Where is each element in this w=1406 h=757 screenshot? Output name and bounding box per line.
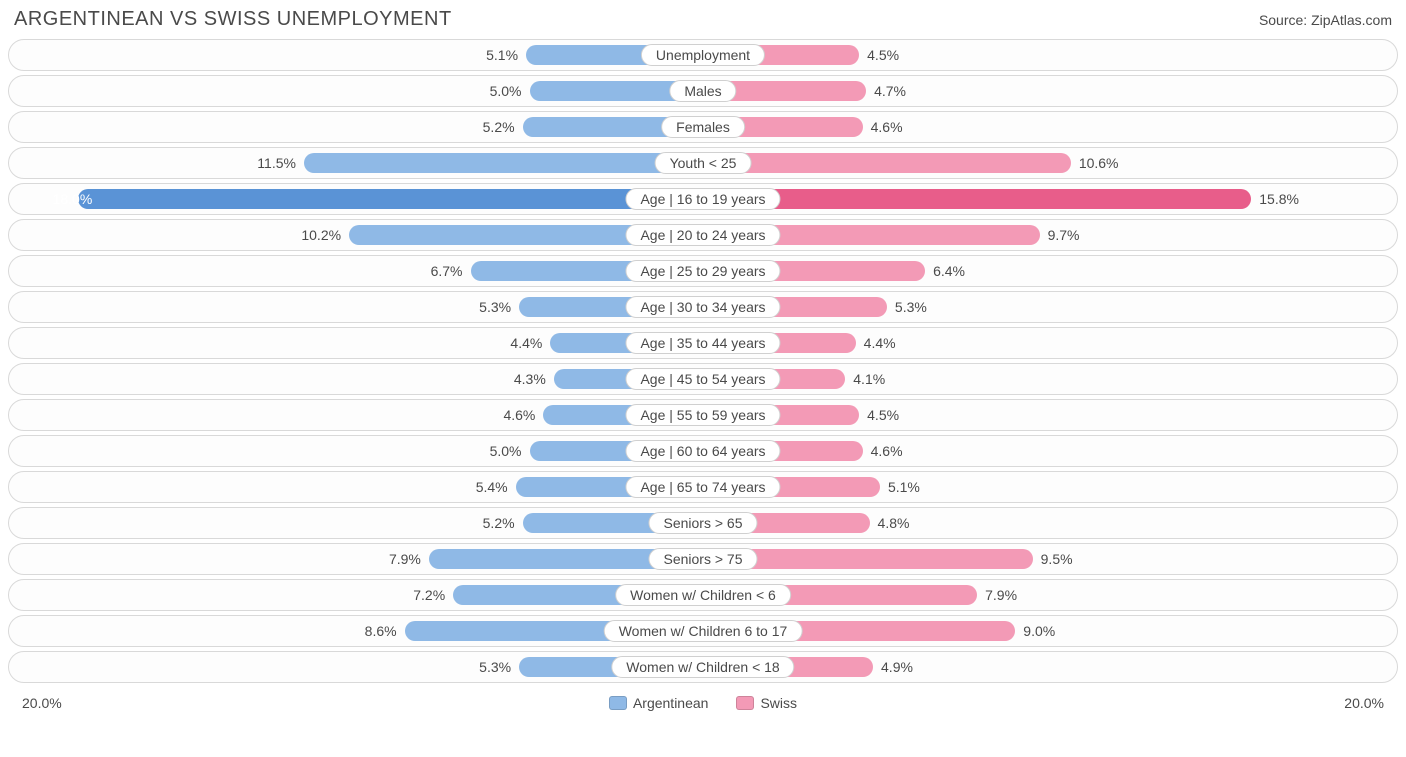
category-pill: Age | 35 to 44 years <box>625 332 780 354</box>
value-left: 4.4% <box>510 335 542 351</box>
chart-row: 5.0% 4.6% Age | 60 to 64 years <box>8 435 1398 467</box>
legend-swatch-right <box>736 696 754 710</box>
category-pill: Age | 30 to 34 years <box>625 296 780 318</box>
chart-row: 4.6% 4.5% Age | 55 to 59 years <box>8 399 1398 431</box>
category-pill: Seniors > 75 <box>649 548 758 570</box>
value-left: 18.0% <box>53 191 93 207</box>
category-pill: Age | 20 to 24 years <box>625 224 780 246</box>
chart-row: 8.6% 9.0% Women w/ Children 6 to 17 <box>8 615 1398 647</box>
category-pill: Age | 60 to 64 years <box>625 440 780 462</box>
value-left: 5.2% <box>483 119 515 135</box>
source-name: ZipAtlas.com <box>1311 12 1392 28</box>
legend-item-left: Argentinean <box>609 695 709 711</box>
legend-label-left: Argentinean <box>633 695 709 711</box>
value-right: 9.7% <box>1048 227 1080 243</box>
category-pill: Age | 16 to 19 years <box>625 188 780 210</box>
chart-title: ARGENTINEAN VS SWISS UNEMPLOYMENT <box>14 8 452 31</box>
axis-left-max: 20.0% <box>22 695 62 711</box>
chart-row: 5.2% 4.8% Seniors > 65 <box>8 507 1398 539</box>
value-right: 4.7% <box>874 83 906 99</box>
value-left: 4.3% <box>514 371 546 387</box>
category-pill: Age | 25 to 29 years <box>625 260 780 282</box>
value-right: 7.9% <box>985 587 1017 603</box>
value-left: 5.0% <box>490 443 522 459</box>
value-left: 5.3% <box>479 299 511 315</box>
source-attribution: Source: ZipAtlas.com <box>1259 12 1392 28</box>
axis-right-max: 20.0% <box>1344 695 1384 711</box>
bar-left <box>78 189 703 209</box>
chart-row: 18.0% 15.8% Age | 16 to 19 years <box>8 183 1398 215</box>
value-right: 6.4% <box>933 263 965 279</box>
category-pill: Males <box>669 80 736 102</box>
bar-right <box>703 189 1251 209</box>
chart-row: 5.3% 5.3% Age | 30 to 34 years <box>8 291 1398 323</box>
header: ARGENTINEAN VS SWISS UNEMPLOYMENT Source… <box>8 8 1398 39</box>
legend-item-right: Swiss <box>736 695 797 711</box>
value-right: 4.5% <box>867 407 899 423</box>
chart-row: 6.7% 6.4% Age | 25 to 29 years <box>8 255 1398 287</box>
chart-row: 4.4% 4.4% Age | 35 to 44 years <box>8 327 1398 359</box>
value-right: 5.1% <box>888 479 920 495</box>
value-left: 5.4% <box>476 479 508 495</box>
value-right: 10.6% <box>1079 155 1119 171</box>
value-left: 5.3% <box>479 659 511 675</box>
category-pill: Unemployment <box>641 44 765 66</box>
legend-label-right: Swiss <box>760 695 797 711</box>
category-pill: Women w/ Children < 6 <box>615 584 791 606</box>
chart-row: 11.5% 10.6% Youth < 25 <box>8 147 1398 179</box>
value-left: 6.7% <box>431 263 463 279</box>
legend: Argentinean Swiss <box>609 695 797 711</box>
diverging-bar-chart: 5.1% 4.5% Unemployment 5.0% 4.7% Males 5.2% 4.6… <box>8 39 1398 683</box>
chart-row: 7.2% 7.9% Women w/ Children < 6 <box>8 579 1398 611</box>
category-pill: Age | 55 to 59 years <box>625 404 780 426</box>
value-right: 4.4% <box>864 335 896 351</box>
chart-row: 10.2% 9.7% Age | 20 to 24 years <box>8 219 1398 251</box>
value-right: 5.3% <box>895 299 927 315</box>
chart-row: 4.3% 4.1% Age | 45 to 54 years <box>8 363 1398 395</box>
value-left: 5.1% <box>486 47 518 63</box>
value-right: 4.8% <box>878 515 910 531</box>
chart-row: 7.9% 9.5% Seniors > 75 <box>8 543 1398 575</box>
category-pill: Age | 45 to 54 years <box>625 368 780 390</box>
value-right: 4.9% <box>881 659 913 675</box>
value-right: 9.0% <box>1023 623 1055 639</box>
chart-row: 5.2% 4.6% Females <box>8 111 1398 143</box>
chart-row: 5.4% 5.1% Age | 65 to 74 years <box>8 471 1398 503</box>
value-right: 15.8% <box>1259 191 1299 207</box>
value-left: 8.6% <box>365 623 397 639</box>
category-pill: Youth < 25 <box>655 152 752 174</box>
value-left: 7.2% <box>413 587 445 603</box>
chart-row: 5.1% 4.5% Unemployment <box>8 39 1398 71</box>
source-label: Source: <box>1259 12 1307 28</box>
legend-swatch-left <box>609 696 627 710</box>
value-right: 4.6% <box>871 119 903 135</box>
value-left: 4.6% <box>503 407 535 423</box>
value-left: 11.5% <box>257 155 296 171</box>
value-left: 5.2% <box>483 515 515 531</box>
bar-left <box>304 153 703 173</box>
category-pill: Women w/ Children < 18 <box>611 656 794 678</box>
value-left: 7.9% <box>389 551 421 567</box>
value-right: 4.5% <box>867 47 899 63</box>
value-left: 10.2% <box>301 227 341 243</box>
value-right: 4.1% <box>853 371 885 387</box>
category-pill: Seniors > 65 <box>649 512 758 534</box>
axis-and-legend: 20.0% Argentinean Swiss 20.0% <box>8 687 1398 711</box>
category-pill: Women w/ Children 6 to 17 <box>604 620 803 642</box>
category-pill: Age | 65 to 74 years <box>625 476 780 498</box>
chart-row: 5.3% 4.9% Women w/ Children < 18 <box>8 651 1398 683</box>
value-left: 5.0% <box>490 83 522 99</box>
bar-right <box>703 153 1071 173</box>
category-pill: Females <box>661 116 745 138</box>
value-right: 4.6% <box>871 443 903 459</box>
chart-row: 5.0% 4.7% Males <box>8 75 1398 107</box>
value-right: 9.5% <box>1041 551 1073 567</box>
